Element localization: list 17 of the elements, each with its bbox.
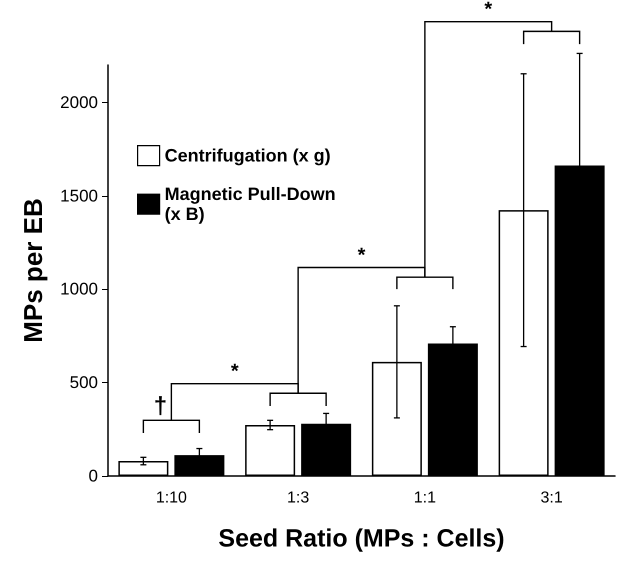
y-axis-title: MPs per EB — [18, 198, 48, 343]
y-tick-label: 1000 — [60, 280, 98, 299]
text: * — [484, 0, 492, 21]
y-tick-label: 2000 — [60, 92, 98, 112]
x-tick-label: 3:1 — [540, 490, 563, 506]
annotation: * — [358, 244, 366, 267]
x-axis-title: Seed Ratio (MPs : Cells) — [218, 524, 505, 552]
annotation: † — [154, 392, 168, 420]
x-tick-label: 1:10 — [156, 490, 188, 506]
x-tick-label: 1:3 — [287, 490, 310, 506]
y-tick-label: 1500 — [60, 186, 98, 206]
y-tick-label: 0 — [88, 466, 98, 486]
annotation: * — [230, 360, 239, 383]
x-tick-label: 1:1 — [414, 490, 436, 506]
y-tick-label: 500 — [70, 373, 98, 392]
legend-label: Magnetic Pull-Down (x B) — [164, 184, 336, 224]
legend-label: Centrifugation (x g) — [164, 146, 331, 166]
